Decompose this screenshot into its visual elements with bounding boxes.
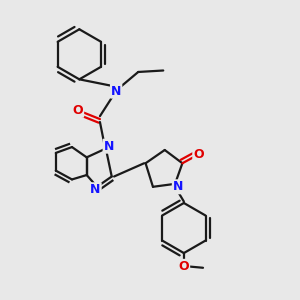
Text: N: N xyxy=(103,140,114,153)
Text: N: N xyxy=(111,85,121,98)
Text: O: O xyxy=(178,260,189,273)
Text: O: O xyxy=(193,148,204,161)
Text: O: O xyxy=(73,104,83,117)
Text: N: N xyxy=(90,183,101,196)
Text: N: N xyxy=(173,180,183,193)
